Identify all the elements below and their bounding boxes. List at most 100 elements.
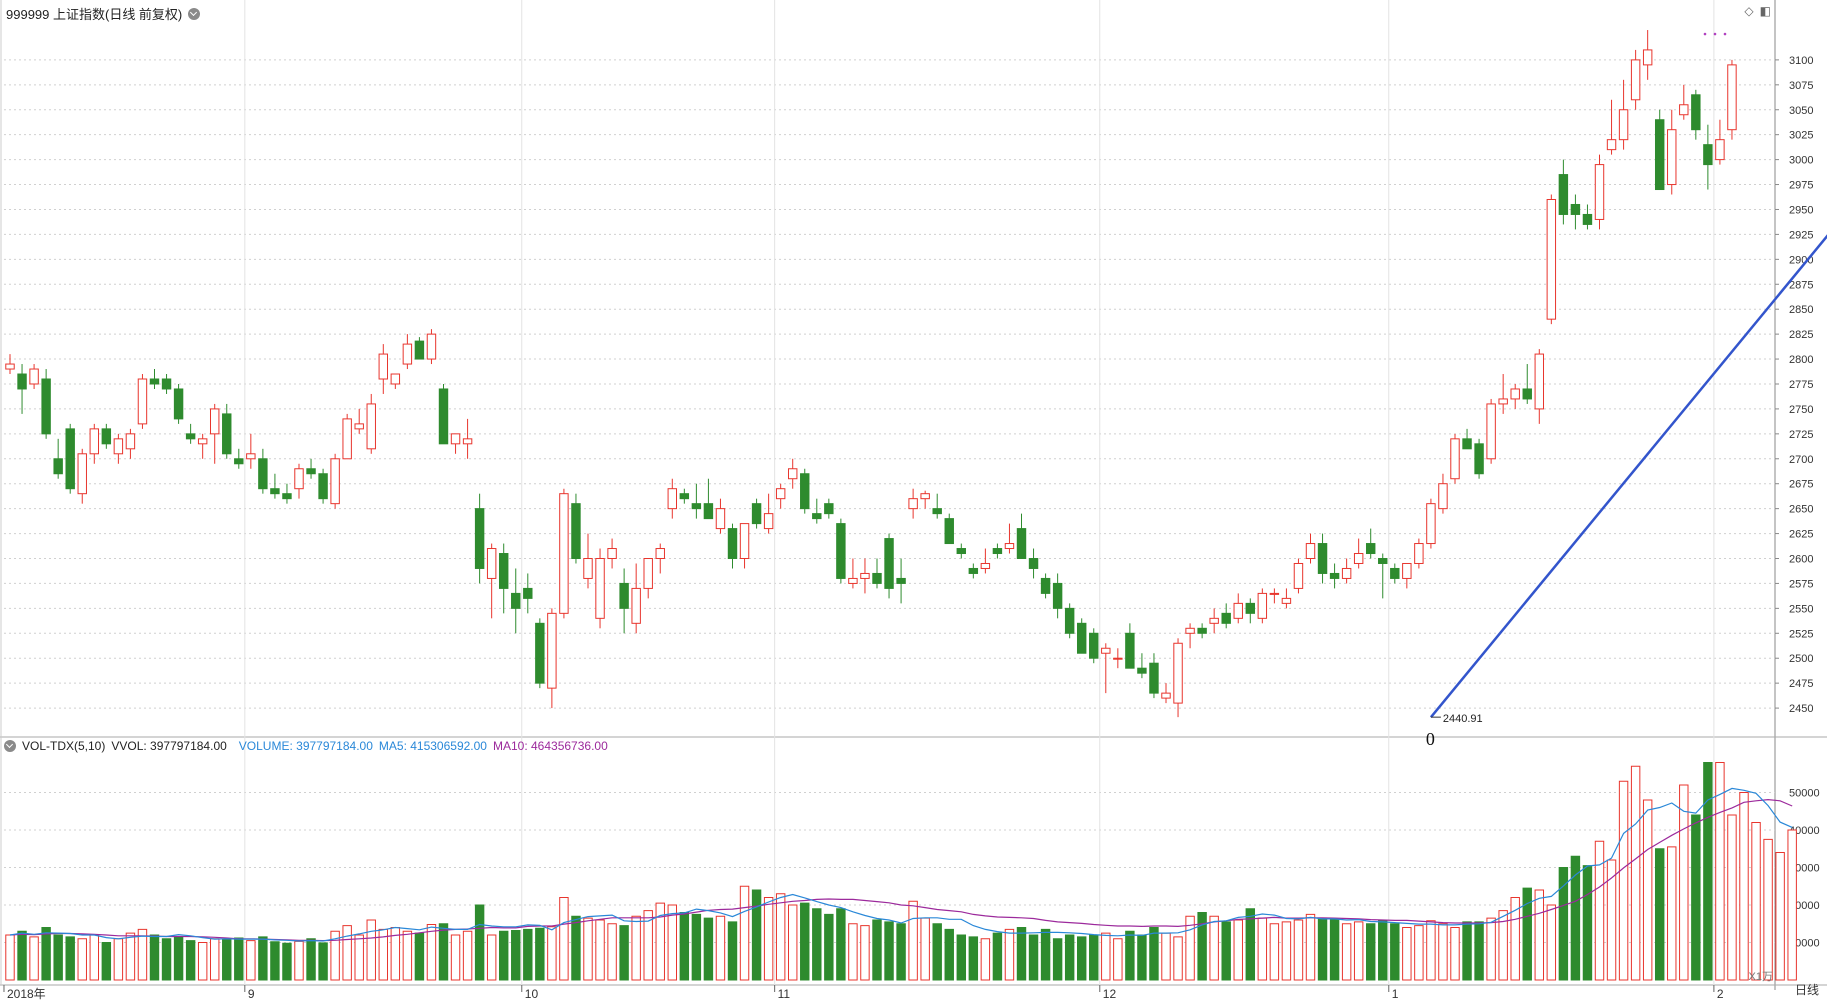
volume-bar [149,934,160,981]
volume-bar [1679,784,1689,981]
volume-options-icon[interactable] [4,740,16,752]
volume-bar [739,885,750,981]
candle-body [655,548,665,559]
candle-body [1498,398,1508,405]
chart-options-icon[interactable] [188,7,201,20]
candle-body [595,558,605,619]
candle-body [643,558,653,589]
candle-body [1197,627,1207,634]
candle-body [583,558,593,579]
candle-body [896,577,906,584]
price-tick-label: 2525 [1789,628,1813,640]
volume-bar [185,940,196,981]
candle-body [161,378,172,390]
volume-bar [258,936,268,981]
volume-bar [414,932,425,981]
volume-bar [824,913,834,981]
price-tick-label: 2975 [1789,180,1813,192]
candle-body [872,572,882,584]
volume-bar [1004,928,1015,981]
candle-body [89,428,100,455]
period-label[interactable]: 日线 [1794,983,1819,997]
volume-bar [1209,915,1219,981]
volume-bar [294,940,304,981]
candle-body [1173,642,1183,704]
diamond-icon[interactable]: ◇ [1744,4,1754,18]
candle-body [812,513,822,520]
candle-body [1016,528,1027,559]
volume-bar [1462,921,1472,981]
volume-bar [1293,919,1304,981]
candle-body [1040,577,1051,594]
candle-body [294,468,304,490]
candle-body [559,493,569,614]
volume-bar [450,934,461,981]
price-tick-label: 2500 [1789,653,1813,665]
volume-bar [1582,865,1593,981]
candle-body [992,548,1003,555]
candle-body [209,408,220,435]
volume-bar [1317,917,1328,981]
volume-bar [1667,846,1677,981]
candle-body [342,418,352,460]
candle-body [402,343,413,365]
candle-body [1076,622,1087,654]
candle-body [571,503,581,559]
volume-bar [944,928,954,981]
candle-body [450,433,461,445]
volume-bar [438,923,449,981]
volume-bar [775,893,786,981]
price-tick-label: 3000 [1789,155,1813,167]
volume-bar [1233,919,1243,981]
price-tick-label: 2825 [1789,329,1813,341]
volume-bar [884,921,894,981]
volume-bar [17,930,27,981]
volume-bar [1558,867,1569,981]
volume-bar [1149,927,1159,981]
volume-bar [571,915,581,981]
candle-body [53,458,63,475]
candle-body [1209,617,1219,624]
price-tick-label: 2750 [1789,404,1813,416]
volume-bar [1438,923,1448,981]
volume-bar [1137,934,1147,981]
candle-body [1679,104,1689,116]
volume-bar [426,924,437,981]
volume-bar [1257,917,1268,981]
candle-body [1546,199,1557,320]
volume-bar [992,932,1003,981]
candle-body [1257,592,1268,619]
volume-bar [1654,848,1665,981]
volume-bar [1402,927,1412,981]
candle-body [1654,119,1665,191]
candle-body [848,577,858,584]
volume-bar [5,934,15,981]
candle-body [511,592,521,609]
candle-body [980,562,991,569]
candle-body [1570,203,1581,215]
candle-body [775,488,786,500]
chart-header: 999999 上证指数(日线 前复权) [6,4,201,23]
candle-body [1028,558,1039,569]
volume-bar [1173,936,1183,981]
candle-body [1703,144,1713,166]
candle-body [498,553,509,589]
candle-body [282,493,292,500]
price-tick-label: 3025 [1789,130,1813,142]
volume-bar [535,927,545,981]
candle-body [306,468,316,475]
price-tick-label: 2775 [1789,379,1813,391]
volume-bar [1353,921,1364,981]
candle-body [631,587,641,624]
candle-body [1462,438,1472,450]
candle-body [1715,139,1725,161]
candle-body [101,428,112,445]
panel-toggle-icon[interactable]: ◧ [1759,4,1771,18]
candle-body [246,453,256,460]
candle-body [1390,567,1400,579]
candle-body [366,403,376,450]
time-tick-label: 12 [1103,987,1117,1000]
time-tick-label: 10 [525,987,539,1000]
candle-body [824,503,834,515]
volume-bar [1510,897,1520,981]
